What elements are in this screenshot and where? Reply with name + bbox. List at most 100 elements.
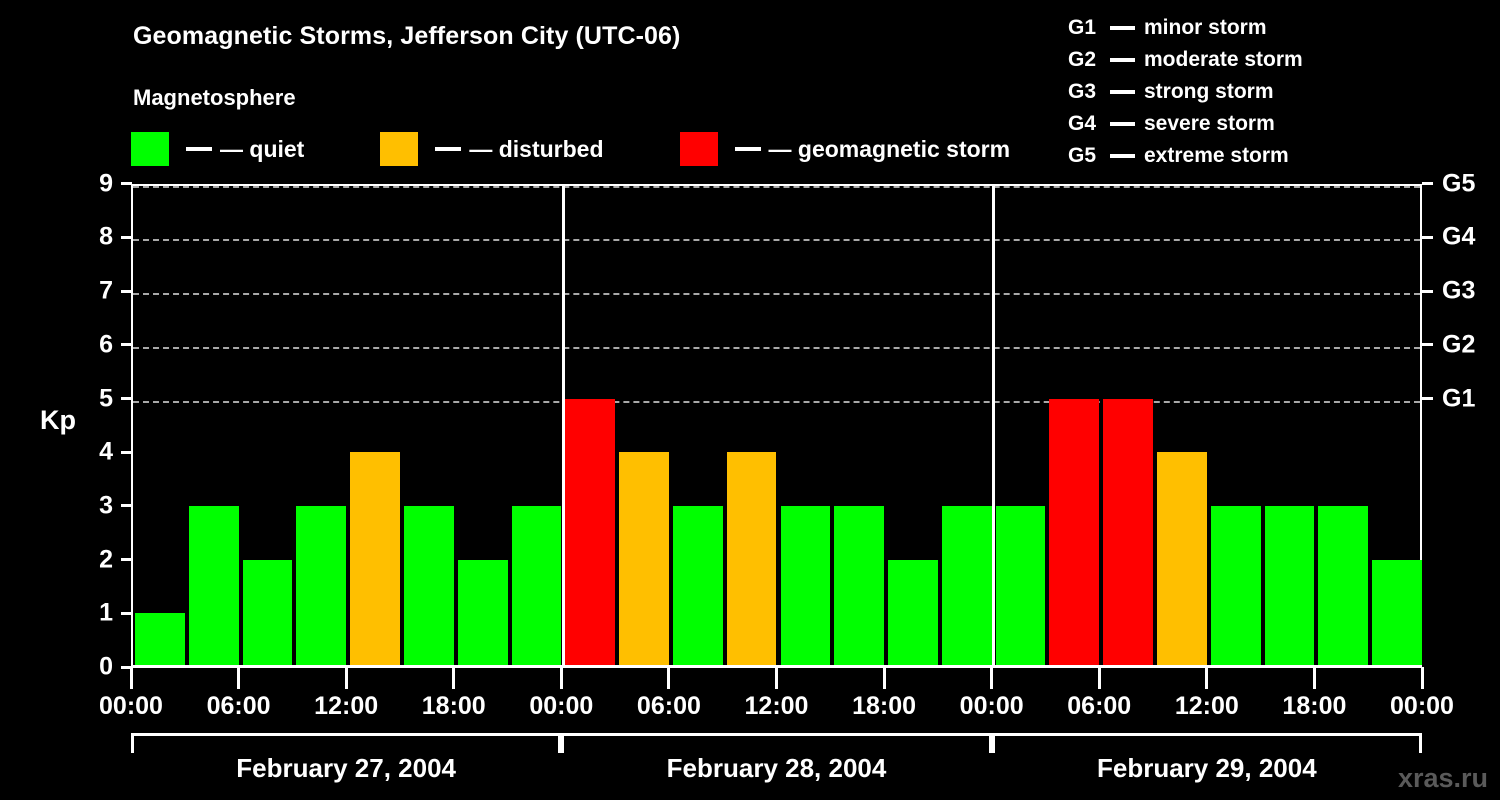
date-label: February 27, 2004	[236, 753, 457, 783]
y-tick-label: 7	[99, 276, 113, 305]
g-tick-label: G5	[1442, 169, 1476, 198]
bar	[511, 505, 562, 667]
legend-label-quiet: — quiet	[220, 135, 305, 162]
g-legend-desc: severe storm	[1144, 112, 1275, 135]
g-tick-mark	[1422, 343, 1433, 347]
g-tick-mark	[1422, 235, 1433, 239]
x-tick-label: 00:00	[529, 692, 594, 720]
y-tick-label: 3	[99, 491, 113, 520]
x-tick-mark	[990, 667, 994, 689]
g-legend-desc: extreme storm	[1144, 144, 1289, 167]
x-tick-label: 00:00	[959, 692, 1024, 720]
x-axis-baseline	[131, 665, 1422, 668]
g-legend-row-g3: G3 strong storm	[1068, 76, 1488, 108]
bar	[995, 505, 1046, 667]
x-tick-mark	[1205, 667, 1209, 689]
g-legend-row-g1: G1 minor storm	[1068, 12, 1488, 44]
y-tick-label: 2	[99, 545, 113, 574]
bar	[1210, 505, 1261, 667]
storm-swatch	[679, 132, 718, 166]
legend-item-storm: — geomagnetic storm	[679, 132, 1011, 166]
legend-dash-icon	[734, 147, 761, 151]
g-legend-row-g5: G5 extreme storm	[1068, 140, 1488, 172]
g-legend-desc: strong storm	[1144, 80, 1274, 103]
g-tick-mark	[1422, 182, 1433, 186]
date-bracket	[991, 733, 1422, 753]
g-legend-dash-icon	[1110, 90, 1135, 94]
gridline-kp-6	[133, 346, 1420, 349]
bar	[188, 505, 239, 667]
y-tick-mark	[121, 182, 132, 186]
plot-inner	[133, 185, 1420, 667]
y-tick-label: 1	[99, 598, 113, 627]
bar	[672, 505, 723, 667]
x-tick-mark	[667, 667, 671, 689]
x-tick-label: 18:00	[852, 692, 917, 720]
legend-label-storm: — geomagnetic storm	[768, 135, 1011, 162]
g-legend-code: G1	[1068, 16, 1097, 39]
g-tick-label: G3	[1442, 276, 1476, 305]
bar	[242, 559, 293, 667]
bar	[1264, 505, 1315, 667]
g-tick-mark	[1422, 289, 1433, 293]
x-tick-mark	[1312, 667, 1316, 689]
bar	[1372, 559, 1422, 667]
legend-item-quiet: — quiet	[131, 132, 304, 166]
g-legend-row-g2: G2 moderate storm	[1068, 44, 1488, 76]
x-tick-label: 18:00	[421, 692, 486, 720]
bar	[888, 559, 938, 667]
g-axis: G1 G2 G3 G4 G5	[1422, 0, 1500, 800]
bar	[1049, 398, 1100, 667]
x-tick-label: 06:00	[636, 692, 701, 720]
legend-item-disturbed: — disturbed	[380, 132, 604, 166]
gridline-kp-8	[133, 239, 1420, 242]
gridline-kp-5	[133, 400, 1420, 403]
bar	[941, 505, 992, 667]
bar	[403, 505, 454, 667]
g-tick-mark	[1422, 397, 1433, 400]
bar	[1103, 398, 1154, 667]
gridline-kp-7	[133, 293, 1420, 296]
g-legend-dash-icon	[1110, 154, 1135, 158]
chart-plot-area	[131, 184, 1422, 667]
y-tick-mark	[121, 504, 132, 508]
x-tick-mark	[344, 667, 348, 689]
bar	[1318, 505, 1369, 667]
x-tick-mark	[882, 667, 886, 689]
quiet-swatch	[131, 132, 169, 166]
g-tick-label: G4	[1442, 222, 1476, 251]
bar	[350, 452, 400, 667]
x-tick-mark	[775, 667, 778, 689]
day-separator-2	[992, 184, 996, 667]
bar	[1157, 452, 1207, 667]
x-tick-label: 12:00	[314, 692, 379, 720]
y-tick-label: 4	[99, 437, 113, 466]
g-tick-label: G2	[1442, 330, 1476, 359]
g-legend-code: G2	[1068, 48, 1097, 71]
date-label: February 28, 2004	[666, 753, 887, 783]
y-tick-mark	[121, 289, 132, 293]
y-tick-label: 9	[99, 169, 113, 198]
date-bracket	[561, 733, 992, 753]
bar-series	[133, 186, 1422, 667]
color-legend: — quiet — disturbed — geomagnetic storm	[131, 130, 1010, 168]
x-tick-label: 00:00	[99, 692, 163, 720]
x-tick-mark	[1097, 667, 1101, 689]
bar	[619, 452, 669, 667]
g-legend-code: G5	[1068, 144, 1097, 167]
g-legend-code: G3	[1068, 80, 1097, 103]
y-tick-label: 6	[99, 330, 113, 359]
watermark: xras.ru	[1397, 763, 1488, 793]
g-legend-row-g4: G4 severe storm	[1068, 108, 1488, 140]
y-axis: 0 1 2 3 4 5 6 7 8 9	[0, 0, 132, 800]
g-legend-code: G4	[1068, 112, 1097, 135]
bar	[834, 505, 885, 667]
legend-label-disturbed: — disturbed	[469, 135, 604, 162]
date-bracket	[131, 733, 562, 753]
y-tick-label: 0	[99, 652, 113, 681]
bar	[780, 505, 831, 667]
y-tick-mark	[121, 235, 132, 239]
y-tick-mark	[121, 558, 132, 562]
